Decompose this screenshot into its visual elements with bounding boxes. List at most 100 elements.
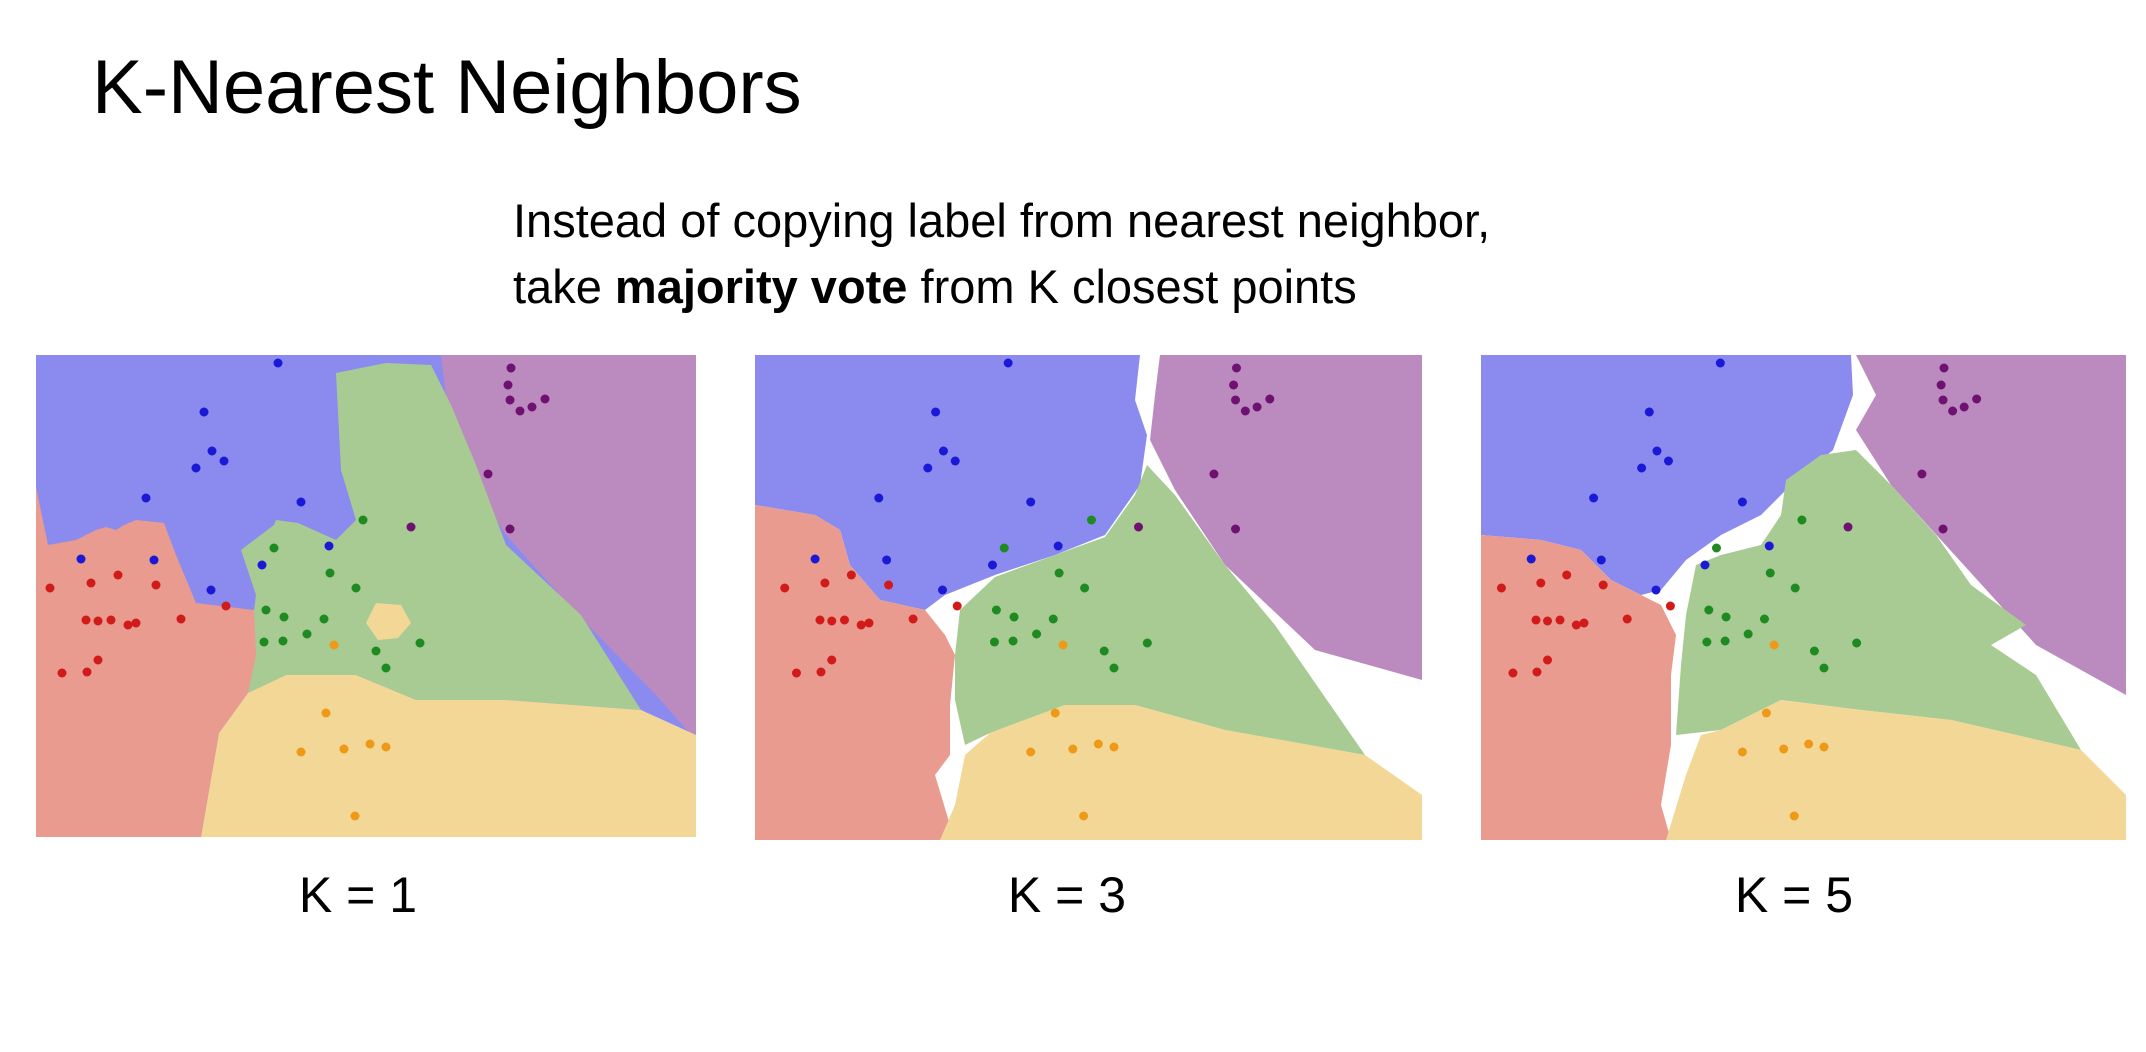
red-training-point <box>1531 615 1541 625</box>
green-training-point <box>358 515 368 525</box>
green-training-point <box>1765 568 1775 578</box>
red-training-point <box>45 583 55 593</box>
caption-k3: K = 3 <box>1007 867 1127 923</box>
blue-training-point <box>1652 446 1662 456</box>
purple-training-point <box>540 394 550 404</box>
blue-training-point <box>76 554 86 564</box>
green-training-point <box>351 583 361 593</box>
blue-training-point <box>1589 493 1599 503</box>
green-training-point <box>1009 612 1019 622</box>
blue-training-point <box>149 555 159 565</box>
orange-training-point <box>1068 744 1078 754</box>
decision-boundary-plot-k1 <box>36 355 696 837</box>
orange-training-point <box>1079 811 1089 821</box>
purple-training-point <box>1231 524 1241 534</box>
blue-training-point <box>1003 358 1013 368</box>
blue-training-point <box>874 493 884 503</box>
red-training-point <box>106 615 116 625</box>
blue-training-point <box>1644 407 1654 417</box>
blue-training-point <box>257 560 267 570</box>
red-training-point <box>1665 601 1675 611</box>
orange-training-point <box>350 811 360 821</box>
purple-training-point <box>1240 406 1250 416</box>
purple-training-point <box>406 522 416 532</box>
red-training-point <box>816 667 826 677</box>
red-training-point <box>780 583 790 593</box>
points-k1 <box>45 358 550 821</box>
orange-training-point <box>296 747 306 757</box>
red-training-point <box>1508 668 1518 678</box>
orange-training-point <box>1093 739 1103 749</box>
red-training-point <box>86 578 96 588</box>
yellow-region <box>1666 700 2126 840</box>
green-training-point <box>1142 638 1152 648</box>
regions-k3 <box>755 355 1422 840</box>
purple-region <box>1856 355 2126 695</box>
purple-training-point <box>1843 522 1853 532</box>
green-training-point <box>371 646 381 656</box>
purple-training-point <box>1265 394 1275 404</box>
green-training-point <box>278 636 288 646</box>
red-training-point <box>827 655 837 665</box>
red-training-point <box>1536 578 1546 588</box>
subtitle-line-2-prefix: take <box>513 260 615 313</box>
green-training-point <box>1109 663 1119 673</box>
blue-training-point <box>1596 555 1606 565</box>
red-training-point <box>123 620 133 630</box>
yellow-island-region <box>366 603 411 640</box>
green-region <box>241 363 641 710</box>
purple-training-point <box>1938 524 1948 534</box>
orange-training-point <box>1058 640 1068 650</box>
red-training-point <box>1622 614 1632 624</box>
red-training-point <box>1579 618 1589 628</box>
orange-training-point <box>1769 640 1779 650</box>
orange-training-point <box>1804 739 1814 749</box>
green-training-point <box>269 543 279 553</box>
purple-training-point <box>506 363 516 373</box>
green-training-point <box>302 629 312 639</box>
red-training-point <box>1571 620 1581 630</box>
decision-boundary-plot-k3 <box>755 355 1422 840</box>
decision-boundary-plot-k5 <box>1481 355 2126 840</box>
red-training-point <box>1543 655 1553 665</box>
blue-training-point <box>1526 554 1536 564</box>
blue-training-point <box>1637 463 1647 473</box>
green-training-point <box>1008 636 1018 646</box>
red-training-point <box>1496 583 1506 593</box>
orange-training-point <box>1050 708 1060 718</box>
orange-training-point <box>1109 742 1119 752</box>
red-training-point <box>1543 616 1553 626</box>
points-k5 <box>1496 358 1982 821</box>
green-training-point <box>325 568 335 578</box>
red-training-point <box>1532 667 1542 677</box>
blue-training-point <box>1764 541 1774 551</box>
green-training-point <box>279 612 289 622</box>
green-training-point <box>1797 515 1807 525</box>
red-training-point <box>791 668 801 678</box>
slide-title: K-Nearest Neighbors <box>92 45 802 130</box>
green-training-point <box>1721 612 1731 622</box>
green-training-point <box>1054 568 1064 578</box>
blue-training-point <box>882 555 892 565</box>
green-training-point <box>1720 636 1730 646</box>
green-training-point <box>415 638 425 648</box>
green-training-point <box>1711 543 1721 553</box>
orange-training-point <box>1737 747 1747 757</box>
caption-k5: K = 5 <box>1734 867 1854 923</box>
green-training-point <box>1704 605 1714 615</box>
green-region <box>955 465 1365 755</box>
orange-training-point <box>1026 747 1036 757</box>
green-training-point <box>1032 629 1042 639</box>
purple-training-point <box>1252 402 1262 412</box>
orange-training-point <box>339 744 349 754</box>
blue-training-point <box>206 585 216 595</box>
green-training-point <box>989 637 999 647</box>
orange-training-point <box>321 708 331 718</box>
green-training-point <box>1743 629 1753 639</box>
blue-training-point <box>273 358 283 368</box>
green-training-point <box>1809 646 1819 656</box>
red-training-point <box>846 570 856 580</box>
red-training-point <box>1562 570 1572 580</box>
blue-training-point <box>810 554 820 564</box>
blue-training-point <box>1053 541 1063 551</box>
